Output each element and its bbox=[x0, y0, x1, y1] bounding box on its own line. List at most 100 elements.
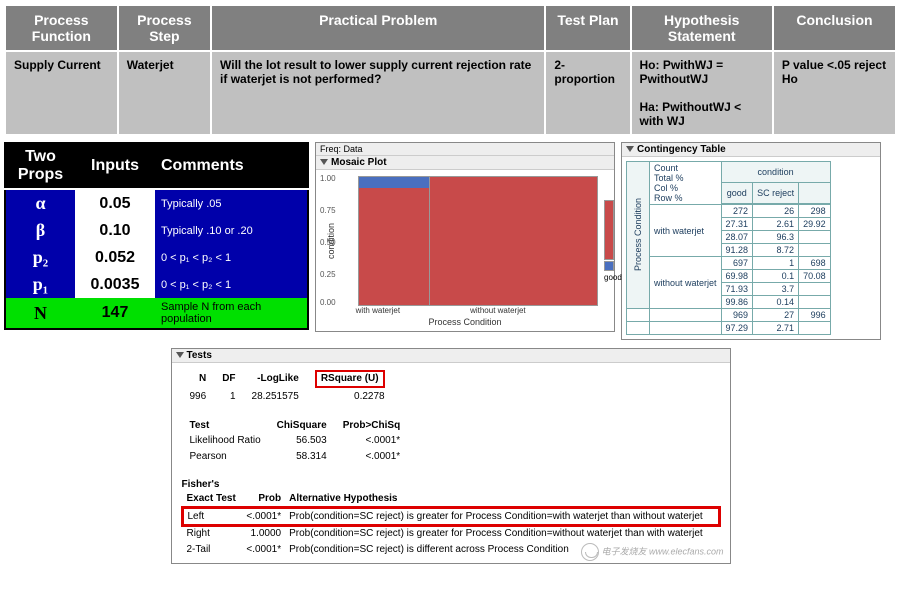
cell-hypothesis: Ho: PwithWJ = PwithoutWJ Ha: PwithoutWJ … bbox=[631, 51, 773, 135]
cv bbox=[799, 231, 831, 244]
cr: 58.314 bbox=[269, 449, 335, 465]
mosaic-chart bbox=[358, 176, 598, 306]
props-h-inputs: Inputs bbox=[75, 143, 155, 189]
ct: 2.71 bbox=[753, 322, 799, 335]
cv: 0.14 bbox=[753, 296, 799, 309]
cell-plan: 2-proportion bbox=[545, 51, 630, 135]
disclosure-icon[interactable] bbox=[176, 352, 184, 358]
chi-square-table: TestChiSquareProb>ChiSq Likelihood Ratio… bbox=[182, 418, 409, 465]
param-n: N bbox=[5, 298, 75, 329]
ct: 969 bbox=[721, 309, 753, 322]
param-beta: β bbox=[5, 217, 75, 244]
th-hypothesis: Hypothesis Statement bbox=[631, 5, 773, 51]
hypothesis-ha: Ha: PwithoutWJ < with WJ bbox=[640, 100, 742, 128]
corner-total: Total % bbox=[654, 173, 684, 183]
cv: 69.98 bbox=[721, 270, 753, 283]
col-good: good bbox=[721, 183, 753, 204]
props-title: Two Props bbox=[5, 143, 75, 189]
mosaic-panel: Freq: Data Mosaic Plot condition 1.00 0.… bbox=[315, 142, 615, 332]
sh-df: DF bbox=[214, 369, 243, 389]
cv: 91.28 bbox=[721, 244, 753, 257]
fr: Prob(condition=SC reject) is greater for… bbox=[285, 525, 718, 542]
r2c1-count: 697 bbox=[721, 257, 753, 270]
contingency-panel: Contingency Table Process Condition Coun… bbox=[621, 142, 881, 340]
th-function: Process Function bbox=[5, 5, 118, 51]
fr: 1.0000 bbox=[241, 525, 285, 542]
sv-df: 1 bbox=[214, 389, 243, 405]
cv: 2.61 bbox=[753, 218, 799, 231]
corner-col: Col % bbox=[654, 183, 678, 193]
tests-title-bar: Tests bbox=[172, 349, 730, 363]
ch0: Test bbox=[182, 418, 269, 434]
input-alpha: 0.05 bbox=[75, 189, 155, 217]
cell-function: Supply Current bbox=[5, 51, 118, 135]
props-title-text: Two Props bbox=[18, 148, 63, 183]
legend-good-label: good bbox=[604, 273, 622, 282]
disclosure-icon[interactable] bbox=[320, 159, 328, 165]
cv: 29.92 bbox=[799, 218, 831, 231]
ytick: 0.25 bbox=[320, 270, 336, 279]
param-alpha: α bbox=[5, 189, 75, 217]
cell-problem: Will the lot result to lower supply curr… bbox=[211, 51, 545, 135]
mosaic-x-labels: with waterjetwithout waterjet bbox=[342, 306, 582, 315]
r1c2-count: 26 bbox=[753, 205, 799, 218]
mosaic-title: Mosaic Plot bbox=[316, 156, 614, 170]
watermark-text: 电子发烧友 www.elecfans.com bbox=[601, 546, 723, 556]
comment-p2: 0 < p₁ < p₂ < 1 bbox=[155, 244, 308, 271]
cell-conclusion: P value <.05 reject Ho bbox=[773, 51, 896, 135]
col-total bbox=[799, 183, 831, 204]
sv-ll: 28.251575 bbox=[244, 389, 307, 405]
param-p1: p₁ bbox=[5, 271, 75, 298]
disclosure-icon[interactable] bbox=[626, 146, 634, 152]
contingency-table: Process Condition Count Total % Col % Ro… bbox=[626, 161, 831, 335]
fisher-row-right: Right1.0000Prob(condition=SC reject) is … bbox=[183, 525, 719, 542]
comment-beta: Typically .10 or .20 bbox=[155, 217, 308, 244]
input-n: 147 bbox=[75, 298, 155, 329]
r1-total-count: 298 bbox=[799, 205, 831, 218]
cv: 71.93 bbox=[721, 283, 753, 296]
hypothesis-ho: Ho: PwithWJ = PwithoutWJ bbox=[640, 58, 724, 86]
comment-alpha: Typically .05 bbox=[155, 189, 308, 217]
two-props-table: Two Props Inputs Comments α0.05Typically… bbox=[4, 142, 309, 330]
cont-col-axis: condition bbox=[721, 162, 830, 183]
sh-ll: -LogLike bbox=[244, 369, 307, 389]
rsquare-highlight: RSquare (U) bbox=[315, 370, 385, 388]
fisher-row-left: Left<.0001*Prob(condition=SC reject) is … bbox=[183, 508, 719, 526]
contingency-title-text: Contingency Table bbox=[637, 144, 726, 155]
sh-rsq: RSquare (U) bbox=[307, 369, 393, 389]
ch2: Prob>ChiSq bbox=[335, 418, 409, 434]
cv: 99.86 bbox=[721, 296, 753, 309]
r2-total-count: 698 bbox=[799, 257, 831, 270]
cr: Likelihood Ratio bbox=[182, 433, 269, 449]
th-step: Process Step bbox=[118, 5, 211, 51]
fr: Left bbox=[183, 508, 242, 526]
props-row: p₁0.00350 < p₁ < p₂ < 1 bbox=[5, 271, 308, 298]
mosaic-title-text: Mosaic Plot bbox=[331, 157, 387, 168]
cv bbox=[799, 283, 831, 296]
props-row: β0.10Typically .10 or .20 bbox=[5, 217, 308, 244]
ct: 97.29 bbox=[721, 322, 753, 335]
watermark-logo-icon bbox=[581, 543, 599, 561]
mosaic-freq: Freq: Data bbox=[316, 143, 614, 156]
fr: <.0001* bbox=[241, 542, 285, 558]
cv: 8.72 bbox=[753, 244, 799, 257]
tests-title-text: Tests bbox=[187, 350, 212, 361]
cv: 96.3 bbox=[753, 231, 799, 244]
cr: 56.503 bbox=[269, 433, 335, 449]
input-beta: 0.10 bbox=[75, 217, 155, 244]
totals-label bbox=[650, 309, 722, 322]
cv: 3.7 bbox=[753, 283, 799, 296]
cr: <.0001* bbox=[335, 449, 409, 465]
cv: 27.31 bbox=[721, 218, 753, 231]
fisher-title: Fisher's bbox=[182, 478, 720, 492]
process-summary-table: Process Function Process Step Practical … bbox=[4, 4, 897, 136]
param-p2: p₂ bbox=[5, 244, 75, 271]
r2-label: without waterjet bbox=[650, 257, 722, 309]
r1-label: with waterjet bbox=[650, 205, 722, 257]
ytick: 0.75 bbox=[320, 206, 336, 215]
ytick: 0.50 bbox=[320, 238, 336, 247]
cv: 70.08 bbox=[799, 270, 831, 283]
props-row-n: N147Sample N from each population bbox=[5, 298, 308, 329]
ch1: ChiSquare bbox=[269, 418, 335, 434]
watermark: 电子发烧友 www.elecfans.com bbox=[581, 543, 723, 561]
